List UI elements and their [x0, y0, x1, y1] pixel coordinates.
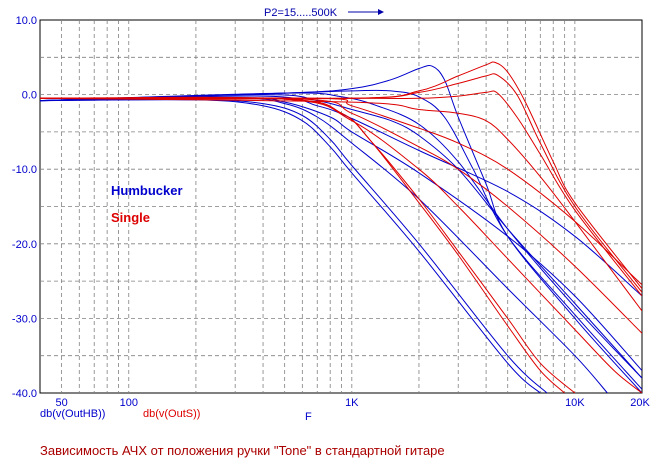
y-tick-label: 10.0 — [16, 15, 37, 27]
x-tick-label: 10K — [565, 397, 585, 409]
single-curve-18 — [40, 61, 642, 289]
x-tick-label: 50 — [55, 397, 67, 409]
x-tick-labels: 50 100 1K 10K 20K — [55, 397, 650, 409]
series-lines — [40, 61, 642, 393]
y-tick-label: -30.0 — [12, 313, 37, 325]
x-tick-label: 100 — [120, 397, 138, 409]
x-axis-label: F — [305, 411, 312, 423]
sweep-arrow-icon — [348, 9, 384, 15]
trace-label-outhb: db(v(OutHB)) — [40, 408, 105, 420]
single-curve-15 — [40, 97, 642, 312]
trace-label-outs: db(v(OutS)) — [143, 408, 200, 420]
y-tick-label: -40.0 — [12, 388, 37, 400]
sweep-label: P2=15.....500K — [264, 7, 338, 19]
y-tick-label: -20.0 — [12, 239, 37, 251]
y-tick-labels: 10.0 0.0 -10.0 -20.0 -30.0 -40.0 — [12, 15, 37, 400]
figure-caption: Зависимость АЧХ от положения ручки "Tone… — [40, 443, 445, 458]
y-tick-label: 0.0 — [22, 90, 37, 102]
y-tick-label: -10.0 — [12, 164, 37, 176]
grid-lines — [40, 20, 642, 393]
x-tick-label: 1K — [345, 397, 359, 409]
x-tick-label: 20K — [630, 397, 650, 409]
legend-single: Single — [111, 210, 150, 225]
humbucker-curve-9 — [40, 65, 642, 393]
humbucker-curve-6 — [40, 94, 642, 379]
legend-humbucker: Humbucker — [111, 183, 183, 198]
humbucker-curve-5 — [40, 95, 642, 297]
